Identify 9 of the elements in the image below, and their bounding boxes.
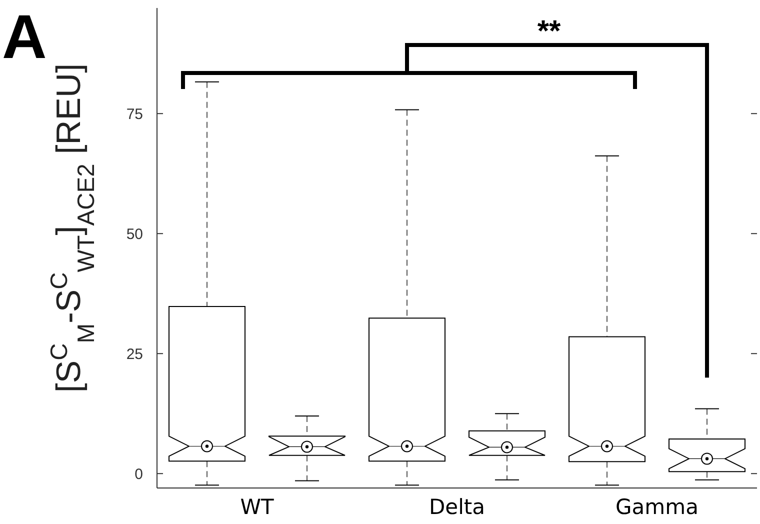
annotation: ** <box>537 15 561 48</box>
x-tick-label: WT <box>240 495 274 519</box>
text: A <box>2 3 47 72</box>
x-tick-label: Delta <box>428 495 486 519</box>
y-tick-label: 0 <box>134 466 143 483</box>
y-tick-label: 25 <box>126 346 143 363</box>
x-tick-label: Gamma <box>616 495 698 519</box>
y-tick-label: 75 <box>126 106 143 123</box>
y-tick-label: 50 <box>126 226 143 243</box>
